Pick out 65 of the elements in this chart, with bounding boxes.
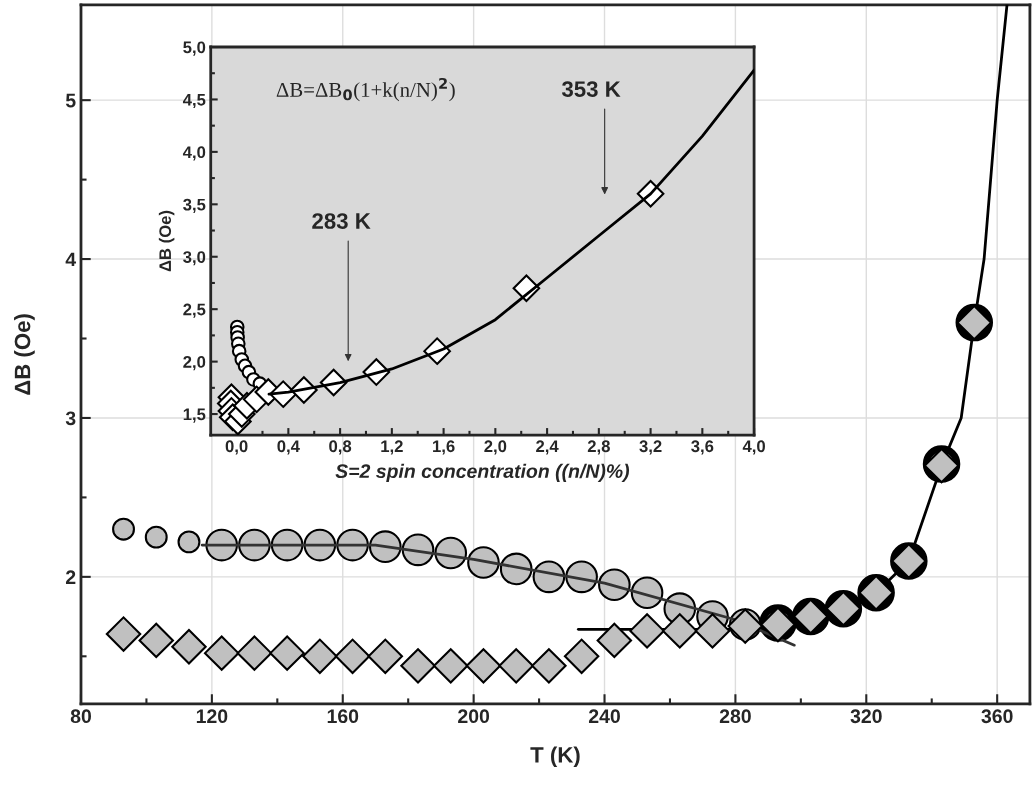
annotation: 353 K [561, 81, 621, 97]
point [269, 635, 305, 671]
point [596, 622, 633, 659]
point [144, 525, 168, 549]
x-tick-label: 120 [196, 709, 228, 724]
y-tick-label: 4 [65, 252, 77, 267]
y-tick-label: 3,0 [183, 251, 206, 266]
point [662, 613, 698, 649]
y-tick-label: 1,5 [183, 408, 206, 423]
y-tick-label: 3 [65, 411, 76, 426]
point [270, 528, 304, 562]
point [105, 616, 142, 652]
annotation: ΔB=ΔB$_{0}$(1+k(n/N)$^{2}$) [276, 77, 455, 102]
point [112, 517, 135, 541]
x-tick-label: 4,0 [742, 440, 765, 455]
point [236, 635, 273, 671]
y-tick-label: 2 [65, 570, 76, 584]
point [205, 528, 239, 562]
y-tick-label: 2,5 [183, 303, 206, 318]
point [433, 648, 469, 684]
point [171, 629, 207, 665]
x-tick-label: 160 [327, 709, 359, 724]
point [203, 635, 240, 671]
x-tick-label: 0,0 [225, 440, 248, 455]
x-tick-label: 2,4 [536, 440, 559, 455]
x-axis-title: T (K) [530, 746, 580, 768]
x-tick-label: 360 [981, 709, 1013, 724]
y-tick-label: 5,0 [183, 41, 206, 56]
y-axis-title: ΔB (Oe) [158, 210, 175, 272]
point [302, 638, 338, 675]
x-axis-title: S=2 spin concentration ((n/N)%) [335, 463, 630, 482]
x-tick-label: 1,6 [433, 440, 455, 455]
annotation: 283 K [312, 213, 371, 229]
point [563, 638, 600, 675]
point [177, 530, 201, 554]
x-tick-label: 240 [588, 709, 620, 724]
y-tick-label: 5 [65, 93, 76, 108]
point [303, 528, 337, 562]
point [334, 638, 371, 675]
x-tick-label: 0,8 [329, 440, 352, 455]
point [629, 613, 665, 649]
x-tick-label: 200 [458, 709, 490, 724]
x-tick-label: 2,8 [587, 440, 610, 455]
x-tick-label: 1,2 [381, 440, 403, 455]
x-tick-label: 3,6 [691, 440, 714, 455]
x-tick-label: 0,4 [277, 440, 300, 455]
point [238, 528, 271, 562]
point [465, 648, 502, 684]
x-tick-label: 320 [850, 709, 882, 724]
point [400, 648, 436, 684]
point [367, 638, 404, 675]
x-tick-label: 280 [719, 709, 751, 724]
point [694, 613, 731, 649]
y-tick-label: 3,5 [183, 198, 206, 213]
x-tick-label: 3,2 [639, 440, 662, 455]
y-tick-label: 4,5 [182, 94, 206, 109]
point [138, 622, 174, 659]
y-tick-label: 4,0 [182, 146, 206, 161]
y-tick-label: 2,0 [183, 356, 206, 371]
y-axis-title: ΔB (Oe) [14, 314, 35, 395]
x-tick-label: 2,0 [484, 440, 507, 455]
x-tick-label: 80 [70, 709, 92, 724]
point [498, 648, 534, 684]
point [531, 648, 567, 684]
point [336, 528, 369, 562]
